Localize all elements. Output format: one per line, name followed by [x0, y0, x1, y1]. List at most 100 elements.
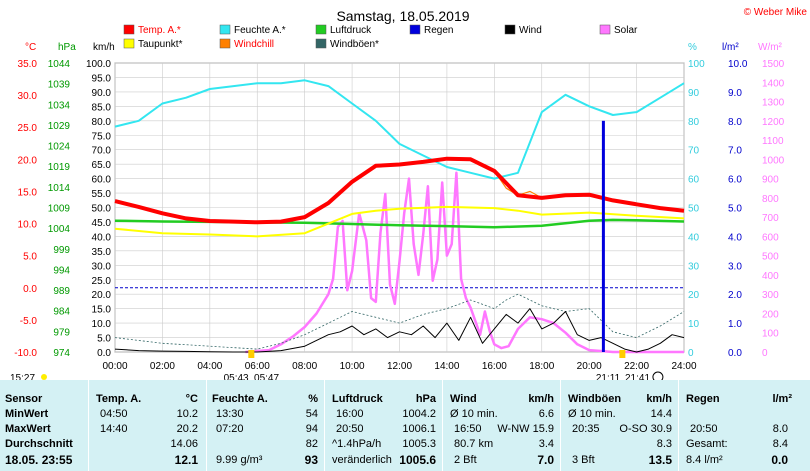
- axis-tick-solar: 800: [762, 194, 779, 205]
- legend-swatch: [504, 24, 516, 35]
- temp-avg: 14.06: [170, 438, 198, 450]
- weather-chart: Temp. A.* Feuchte A.* Luftdruck Regen Wind So…: [10, 7, 808, 380]
- axis-unit-wind: km/h: [93, 42, 115, 53]
- press-current: 1005.6: [399, 453, 436, 467]
- axis-tick-temp: 15.0: [18, 187, 38, 198]
- copyright: © Weber Mike: [744, 7, 808, 18]
- axis-tick-rain: 6.0: [728, 175, 742, 186]
- rain-current: 0.0: [771, 453, 788, 467]
- gust-current: 13.5: [648, 453, 672, 467]
- axis-tick-rain: 5.0: [728, 204, 742, 215]
- axis-tick-temp: 5.0: [23, 252, 37, 263]
- rain-bar: [601, 120, 605, 352]
- stats-table: Sensor Temp. A. °C Feuchte A. % Luftdruc…: [0, 380, 810, 471]
- gust-avg: 8.3: [656, 438, 672, 450]
- axis-tick-rain: 8.0: [728, 117, 742, 128]
- rain-max: 8.0: [772, 423, 788, 435]
- gust-min: 14.4: [650, 408, 672, 420]
- axis-tick-temp: 10.0: [18, 220, 38, 231]
- axis-tick-solar: 1500: [762, 59, 785, 70]
- axis-tick-pressure: 1039: [48, 80, 71, 91]
- hum-max-time: 07:20: [216, 423, 244, 435]
- temp-min: 10.2: [176, 408, 198, 420]
- press-min: 1004.2: [402, 408, 436, 420]
- axis-tick-wind: 60.0: [92, 175, 112, 186]
- axis-tick-rain: 3.0: [728, 261, 742, 272]
- legend-label: Wind: [519, 25, 542, 36]
- press-max-time: 20:50: [336, 423, 364, 435]
- axis-tick-humidity: 90: [688, 88, 700, 99]
- x-tick-label: 14:00: [434, 361, 459, 372]
- legend-label: Windchill: [234, 39, 274, 50]
- axis-tick-pressure: 1019: [48, 162, 71, 173]
- rain-total-label: Gesamt:: [686, 438, 728, 450]
- axis-tick-rain: 10.0: [728, 59, 748, 70]
- axis-tick-humidity: 60: [688, 175, 700, 186]
- axis-tick-solar: 700: [762, 213, 779, 224]
- x-tick-label: 00:00: [102, 361, 127, 372]
- axis-tick-solar: 500: [762, 252, 779, 263]
- header-gust: Windböen: [568, 393, 622, 405]
- header-wind-unit: km/h: [528, 393, 554, 405]
- axis-tick-temp: 35.0: [18, 59, 38, 70]
- axis-tick-humidity: 50: [688, 204, 700, 215]
- hum-current: 93: [304, 453, 318, 467]
- axis-tick-humidity: 100: [688, 59, 705, 70]
- axis-tick-humidity: 40: [688, 232, 700, 243]
- chart-axes: °C 35.0 30.0 25.0 20.0 15.0 10.0 5.0 0.0 -5.0 -10.…: [14, 42, 784, 372]
- header-hum: Feuchte A.: [212, 393, 268, 405]
- axis-tick-wind: 55.0: [92, 189, 112, 200]
- axis-tick-pressure: 1014: [48, 183, 71, 194]
- sunset-time: 21:41: [625, 373, 650, 380]
- axis-tick-wind: 80.0: [92, 117, 112, 128]
- gust-bft: 3 Bft: [572, 454, 595, 466]
- gust-max: O-SO 30.9: [619, 423, 672, 435]
- x-tick-label: 18:00: [529, 361, 554, 372]
- axis-tick-solar: 100: [762, 329, 779, 340]
- legend-swatch: [315, 24, 327, 35]
- legend-swatch: [219, 24, 231, 35]
- axis-tick-temp: 0.0: [23, 284, 37, 295]
- axis-unit-solar: W/m²: [758, 42, 783, 53]
- sunrise-marker: [248, 350, 255, 358]
- axis-tick-rain: 4.0: [728, 232, 742, 243]
- series-solar-line: [245, 171, 684, 354]
- x-tick-label: 24:00: [671, 361, 696, 372]
- wind-bft: 2 Bft: [454, 454, 477, 466]
- axis-tick-rain: 7.0: [728, 146, 742, 157]
- axis-tick-pressure: 1029: [48, 121, 71, 132]
- temp-current: 12.1: [174, 453, 198, 467]
- press-trend: ^1.4hPa/h: [332, 438, 382, 450]
- chart-title: Samstag, 18.05.2019: [336, 8, 469, 24]
- legend-label: Solar: [614, 25, 638, 36]
- series-taupunkt-line: [114, 205, 685, 238]
- hum-absolute: 9.99 g/m³: [216, 454, 263, 466]
- axis-tick-temp: 20.0: [18, 155, 38, 166]
- press-min-time: 16:00: [336, 408, 364, 420]
- sunrise-time: 05:43: [224, 373, 249, 380]
- x-tick-label: 22:00: [624, 361, 649, 372]
- axis-tick-solar: 1400: [762, 78, 785, 89]
- chart-legend: Temp. A.* Feuchte A.* Luftdruck Regen Wind So…: [123, 24, 638, 50]
- axis-tick-temp: -10.0: [14, 348, 37, 359]
- rain-max-time: 20:50: [690, 423, 718, 435]
- hum-min-time: 13:30: [216, 408, 244, 420]
- axis-tick-rain: 9.0: [728, 88, 742, 99]
- press-avg: 1005.3: [402, 438, 436, 450]
- rain-total: 8.4: [772, 438, 788, 450]
- series-wind-line: [114, 308, 685, 353]
- press-tendency: veränderlich: [332, 454, 392, 466]
- axis-tick-wind: 85.0: [92, 102, 112, 113]
- axis-tick-solar: 1100: [762, 136, 784, 147]
- sunrise-time: 05:47: [254, 373, 279, 380]
- header-temp-unit: °C: [185, 393, 198, 405]
- sun-markers: 05:43 05:47 21:11 21:41 15:27: [10, 350, 664, 380]
- wind-min-label: Ø 10 min.: [450, 408, 498, 420]
- hum-avg: 82: [305, 438, 318, 450]
- axis-tick-pressure: 974: [53, 348, 70, 359]
- x-tick-label: 20:00: [577, 361, 602, 372]
- header-temp: Temp. A.: [96, 393, 142, 405]
- header-press: Luftdruck: [332, 393, 383, 405]
- series-feuchtea-line: [114, 79, 685, 180]
- axis-tick-pressure: 1004: [48, 224, 71, 235]
